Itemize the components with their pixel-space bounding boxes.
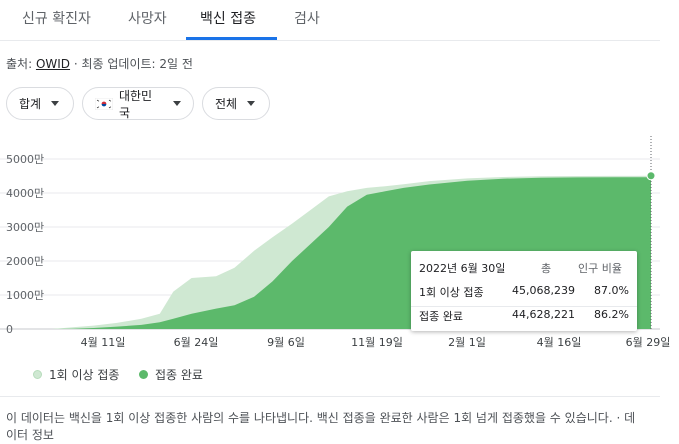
- y-tick-label: 0: [6, 323, 13, 336]
- hover-point: [646, 171, 656, 181]
- filter-country-label: 대한민국: [118, 88, 153, 120]
- legend-item-fully-vaccinated[interactable]: 접종 완료: [139, 366, 203, 383]
- tooltip-col-ratio: 인구 비율: [578, 262, 622, 275]
- active-tab-indicator: [186, 37, 277, 40]
- legend-item-first-dose[interactable]: 1회 이상 접종: [33, 366, 119, 383]
- filter-total-dropdown[interactable]: 합계: [6, 87, 74, 120]
- x-tick-label: 11월 19일: [351, 335, 403, 349]
- last-updated: · 최종 업데이트: 2일 전: [70, 57, 193, 71]
- source-link[interactable]: OWID: [35, 57, 71, 71]
- source-prefix: 출처:: [6, 57, 36, 71]
- y-tick-label: 3000만: [6, 221, 44, 234]
- filter-country-dropdown[interactable]: 대한민국: [82, 87, 194, 120]
- legend-dot-icon: [139, 370, 148, 379]
- y-tick-label: 5000만: [6, 153, 44, 166]
- y-tick-label: 4000만: [6, 187, 44, 200]
- filter-total-label: 합계: [19, 97, 42, 111]
- chevron-down-icon: [51, 101, 60, 106]
- section-divider: [0, 396, 660, 397]
- tab-new-cases[interactable]: 신규 확진자: [22, 11, 91, 27]
- legend-dot-icon: [33, 370, 42, 379]
- legend-label: 접종 완료: [155, 368, 203, 382]
- tab-bar: 신규 확진자 사망자 백신 접종 검사: [0, 0, 660, 41]
- x-tick-label: 6월 29일: [626, 335, 671, 349]
- chart-tooltip: 2022년 6월 30일 총 인구 비율 1회 이상 접종 45,068,239…: [411, 251, 637, 331]
- korea-flag-icon: [95, 97, 113, 110]
- tooltip-row-total: 45,068,239: [512, 284, 575, 297]
- x-tick-label: 9월 6일: [267, 335, 305, 349]
- y-tick-label: 1000만: [6, 289, 44, 302]
- filter-all-label: 전체: [215, 97, 238, 111]
- tooltip-row-total: 44,628,221: [512, 308, 575, 321]
- chevron-down-icon: [247, 101, 256, 106]
- tooltip-row-label: 접종 완료: [419, 310, 463, 323]
- tooltip-row-ratio: 87.0%: [594, 284, 629, 297]
- tooltip-date: 2022년 6월 30일: [419, 262, 506, 275]
- legend-label: 1회 이상 접종: [49, 368, 120, 382]
- tab-vaccinations[interactable]: 백신 접종: [200, 11, 256, 27]
- tooltip-divider: [411, 306, 637, 307]
- tooltip-col-total: 총: [541, 262, 552, 275]
- data-footnote: 이 데이터는 백신을 1회 이상 접종한 사람의 수를 나타냅니다. 백신 접종…: [6, 411, 636, 442]
- source-line: 출처: OWID · 최종 업데이트: 2일 전: [6, 55, 193, 72]
- x-tick-label: 4월 16일: [537, 335, 582, 349]
- filter-all-dropdown[interactable]: 전체: [202, 87, 270, 120]
- tab-deaths[interactable]: 사망자: [128, 11, 167, 27]
- x-tick-label: 4월 11일: [81, 335, 126, 349]
- x-tick-label: 2월 1일: [448, 335, 486, 349]
- x-tick-label: 6월 24일: [174, 335, 219, 349]
- y-tick-label: 2000만: [6, 255, 44, 268]
- tab-testing[interactable]: 검사: [294, 11, 320, 27]
- tooltip-row-ratio: 86.2%: [594, 308, 629, 321]
- tooltip-row-label: 1회 이상 접종: [419, 286, 484, 299]
- chevron-down-icon: [173, 101, 181, 106]
